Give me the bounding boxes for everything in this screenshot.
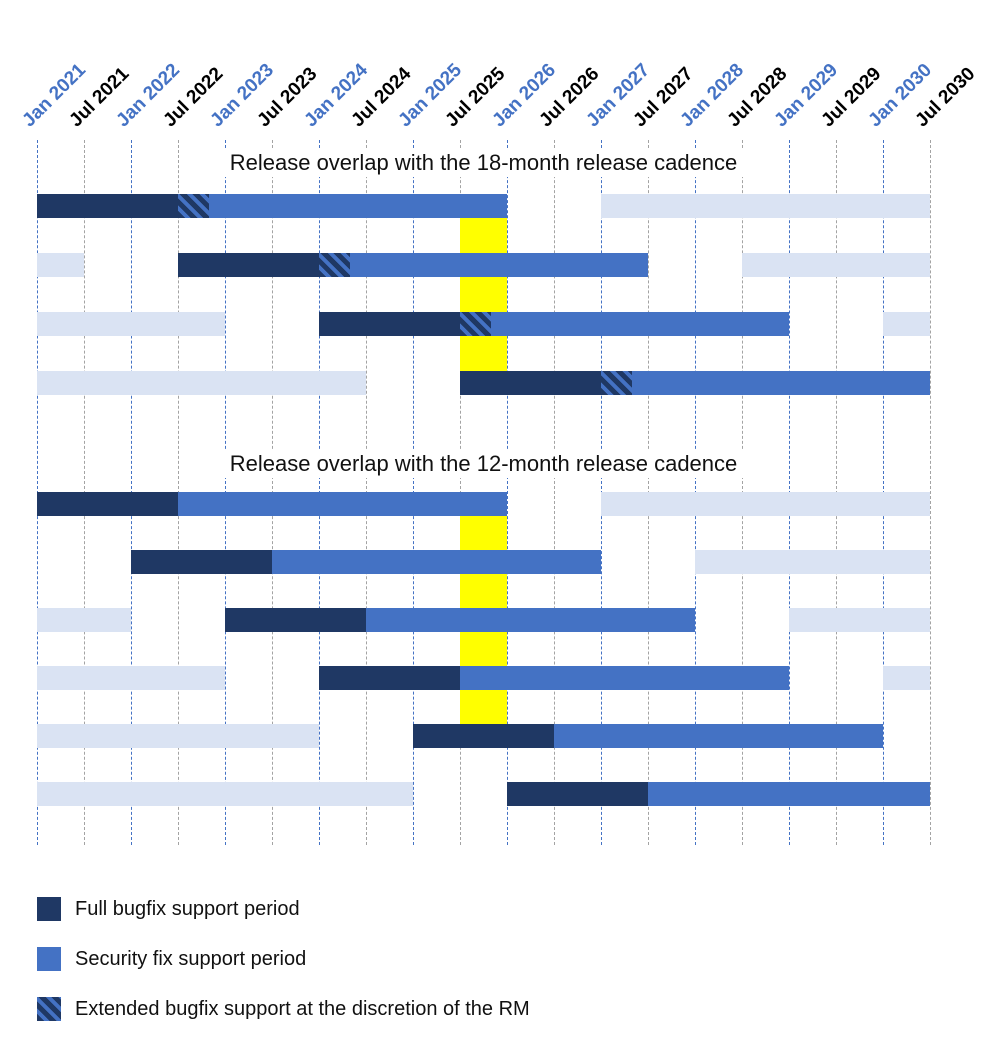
bar-adjacent-segment (883, 312, 930, 336)
bar-full-segment (460, 371, 601, 395)
extended-support-swatch-icon (37, 997, 61, 1021)
bar-adjacent-segment (37, 724, 319, 748)
bar-full-segment (319, 666, 460, 690)
bar-adjacent-segment (37, 371, 366, 395)
full-support-swatch-icon (37, 897, 61, 921)
bar-adjacent-segment (37, 608, 131, 632)
bar-adjacent-segment (601, 492, 930, 516)
bar-full-segment (225, 608, 366, 632)
legend-item-full-support: Full bugfix support period (37, 897, 530, 921)
bar-extended-segment (319, 253, 351, 277)
legend-label-extended-support: Extended bugfix support at the discretio… (75, 997, 530, 1020)
bar-security-segment (460, 666, 789, 690)
bar-security-segment (632, 371, 930, 395)
bar-security-segment (554, 724, 883, 748)
bar-adjacent-segment (37, 782, 413, 806)
bar-full-segment (413, 724, 554, 748)
legend-item-security-support: Security fix support period (37, 947, 530, 971)
section-title-wrap-1: Release overlap with the 18-month releas… (37, 149, 930, 177)
bar-adjacent-segment (37, 312, 225, 336)
section-title-wrap-2: Release overlap with the 12-month releas… (37, 450, 930, 478)
bar-adjacent-segment (601, 194, 930, 218)
bar-adjacent-segment (37, 253, 84, 277)
bar-security-segment (209, 194, 507, 218)
bar-extended-segment (178, 194, 210, 218)
bar-security-segment (491, 312, 789, 336)
bar-adjacent-segment (695, 550, 930, 574)
bar-adjacent-segment (883, 666, 930, 690)
section-title-2: Release overlap with the 12-month releas… (221, 450, 746, 478)
bar-extended-segment (601, 371, 633, 395)
bar-security-segment (350, 253, 648, 277)
legend-label-full-support: Full bugfix support period (75, 897, 300, 920)
bar-adjacent-segment (37, 666, 225, 690)
bar-full-segment (37, 194, 178, 218)
bar-full-segment (37, 492, 178, 516)
gridline-jan-2026 (507, 140, 508, 845)
bar-security-segment (272, 550, 601, 574)
bar-security-segment (648, 782, 930, 806)
bar-extended-segment (460, 312, 492, 336)
bar-full-segment (507, 782, 648, 806)
highlight-band (460, 194, 507, 395)
bar-security-segment (366, 608, 695, 632)
bar-full-segment (178, 253, 319, 277)
legend: Full bugfix support period Security fix … (37, 897, 530, 1047)
bar-adjacent-segment (742, 253, 930, 277)
security-support-swatch-icon (37, 947, 61, 971)
bar-full-segment (131, 550, 272, 574)
section-title-1: Release overlap with the 18-month releas… (221, 149, 746, 177)
bar-full-segment (319, 312, 460, 336)
bar-adjacent-segment (789, 608, 930, 632)
legend-label-security-support: Security fix support period (75, 947, 307, 970)
legend-item-extended-support: Extended bugfix support at the discretio… (37, 997, 530, 1021)
bar-security-segment (178, 492, 507, 516)
gridline-jul-2030 (930, 140, 931, 845)
gridline-jul-2026 (554, 140, 555, 845)
